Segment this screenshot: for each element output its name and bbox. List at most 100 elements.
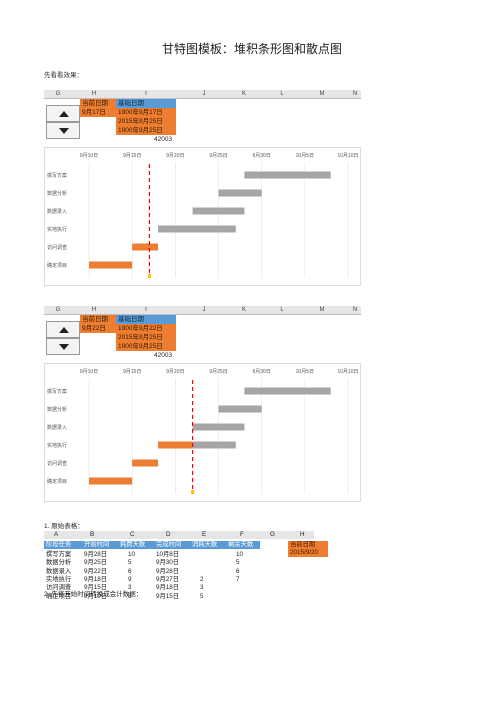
col-letter: G bbox=[270, 531, 275, 538]
bar-done bbox=[132, 243, 159, 251]
col-letter: L bbox=[280, 307, 284, 313]
x-tick-label: 10月10日 bbox=[337, 369, 358, 375]
col-letter: H bbox=[91, 307, 97, 313]
table-cell: 9月22日 bbox=[84, 567, 108, 575]
task-label: 撰写方案 bbox=[47, 388, 67, 395]
table-cell: 6 bbox=[128, 567, 132, 575]
x-tick-label: 9月15日 bbox=[123, 153, 141, 159]
document-title: 甘特图模板：堆积条形图和散点图 bbox=[161, 42, 342, 56]
serial-number: 42003 bbox=[154, 136, 173, 143]
current-date-point bbox=[147, 274, 151, 278]
table-row: 撰写方案 9月28日 10 10月8日 10 bbox=[44, 551, 260, 559]
task-label: 数据分析 bbox=[47, 406, 67, 413]
col-letter: F bbox=[240, 531, 244, 538]
arrow-up-icon bbox=[59, 111, 69, 117]
x-tick-label: 9月25日 bbox=[209, 153, 227, 159]
table-cell: 3 bbox=[128, 584, 132, 592]
spreadsheet-block-1: G H I J K L M N 当前日期 基础日期 9月17日 1900年9月1… bbox=[44, 90, 361, 286]
table-cell: 10 bbox=[236, 551, 244, 558]
table-cell: 9月28日 bbox=[156, 567, 180, 575]
arrow-down-icon bbox=[59, 128, 69, 134]
base-date-value: 1900年9月25日 bbox=[116, 342, 176, 351]
base-date-value: 1900年9月17日 bbox=[116, 108, 176, 117]
col-letter: G bbox=[55, 307, 61, 313]
task-label: 访问调查 bbox=[47, 244, 67, 251]
col-letter: L bbox=[280, 91, 284, 97]
x-tick-label: 9月30日 bbox=[252, 153, 270, 159]
bar-remaining bbox=[192, 423, 245, 431]
x-tick-label: 9月15日 bbox=[123, 369, 141, 375]
table-cell: 确定项目 bbox=[46, 592, 72, 600]
col-letter: M bbox=[319, 307, 325, 313]
column-header-bar: G H I J K L M N bbox=[44, 90, 361, 99]
col-letter: G bbox=[55, 91, 61, 97]
col-letter: E bbox=[202, 531, 207, 538]
col-letter: C bbox=[130, 531, 135, 538]
table-cell: 访问调查 bbox=[46, 584, 72, 592]
bar-done bbox=[132, 459, 159, 467]
side-date-value: 2015/9/20 bbox=[288, 549, 328, 557]
header-cell: 消耗天数 bbox=[192, 541, 218, 548]
arrow-down-icon bbox=[59, 344, 69, 350]
col-letter: H bbox=[300, 531, 305, 538]
table-row: 确定项目 9月10日 5 9月15日 5 bbox=[44, 593, 260, 601]
table-row: 实地执行 9月18日 9 9月27日 2 7 bbox=[44, 576, 260, 584]
base-date-label: 基础日期 bbox=[116, 99, 176, 108]
task-label: 实地执行 bbox=[47, 226, 67, 233]
task-label: 撰写方案 bbox=[47, 172, 67, 179]
x-tick-label: 9月20日 bbox=[166, 369, 184, 375]
x-tick-label: 10月10日 bbox=[337, 153, 358, 159]
table-cell: 数据分析 bbox=[46, 559, 72, 567]
table-cell: 9月28日 bbox=[84, 551, 108, 558]
table-cell: 5 bbox=[236, 559, 240, 567]
col-letter: A bbox=[54, 531, 59, 538]
bar-done bbox=[89, 477, 133, 485]
table-cell: 10月8日 bbox=[156, 551, 180, 558]
bar-remaining bbox=[192, 207, 245, 215]
section-1-heading: 1. 原始表格： bbox=[44, 523, 84, 530]
x-tick-label: 10月5日 bbox=[296, 369, 314, 375]
task-label: 数据录入 bbox=[47, 424, 67, 431]
x-tick-label: 9月20日 bbox=[166, 153, 184, 159]
side-date-label: 当前日期 bbox=[288, 541, 328, 549]
bar-remaining bbox=[218, 405, 262, 413]
table-cell: 9月10日 bbox=[84, 592, 108, 600]
spinner-down-button[interactable] bbox=[46, 122, 80, 139]
bar-remaining bbox=[158, 225, 236, 233]
base-date-value: 2015年9月25日 bbox=[116, 333, 176, 342]
bar-remaining bbox=[218, 189, 262, 197]
table-cell: 9月25日 bbox=[84, 559, 108, 567]
table-cell: 5 bbox=[128, 592, 132, 600]
table-cell: 实地执行 bbox=[46, 575, 72, 583]
table-cell: 3 bbox=[200, 584, 204, 592]
table-cell: 7 bbox=[236, 575, 240, 583]
table-row: 数据分析 9月25日 5 9月30日 5 bbox=[44, 559, 260, 567]
spinner-up-button[interactable] bbox=[46, 105, 80, 122]
table-header-row: 阶段任务 开始时间 耗费天数 完成时间 消耗天数 剩余天数 bbox=[44, 541, 260, 549]
table-cell: 9月27日 bbox=[156, 575, 180, 583]
table-cell: 9 bbox=[128, 575, 132, 583]
bar-remaining bbox=[192, 441, 236, 449]
col-letter: H bbox=[91, 91, 97, 97]
bar-remaining bbox=[244, 171, 331, 179]
task-label: 数据分析 bbox=[47, 190, 67, 197]
col-letter: N bbox=[352, 91, 358, 97]
table-cell: 6 bbox=[236, 567, 240, 575]
col-letter: J bbox=[202, 91, 206, 97]
header-cell: 阶段任务 bbox=[46, 541, 72, 548]
base-date-value: 2015年9月25日 bbox=[116, 117, 176, 126]
spinner-down-button[interactable] bbox=[46, 338, 80, 355]
serial-number: 42003 bbox=[154, 352, 173, 359]
column-header-bar: G H I J K L M N bbox=[44, 306, 361, 315]
task-label: 确定项目 bbox=[47, 262, 67, 269]
gantt-chart-2: 9月10日 9月15日 9月20日 9月25日 9月30日 10月5日 10月10日 撰写方案… bbox=[44, 363, 361, 502]
table-cell: 数据录入 bbox=[46, 567, 72, 575]
table-row: 数据录入 9月22日 6 9月28日 6 bbox=[44, 568, 260, 576]
table-cell: 2 bbox=[200, 575, 204, 583]
col-letter: K bbox=[241, 91, 246, 97]
col-letter: D bbox=[166, 531, 171, 538]
table-row: 访问调查 9月15日 3 9月18日 3 bbox=[44, 584, 260, 592]
spinner-up-button[interactable] bbox=[46, 321, 80, 338]
intro-text: 先看看效果： bbox=[44, 72, 83, 79]
header-cell: 耗费天数 bbox=[120, 541, 146, 548]
